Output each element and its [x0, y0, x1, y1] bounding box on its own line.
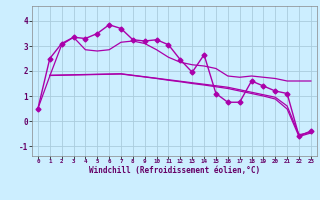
X-axis label: Windchill (Refroidissement éolien,°C): Windchill (Refroidissement éolien,°C) — [89, 166, 260, 175]
